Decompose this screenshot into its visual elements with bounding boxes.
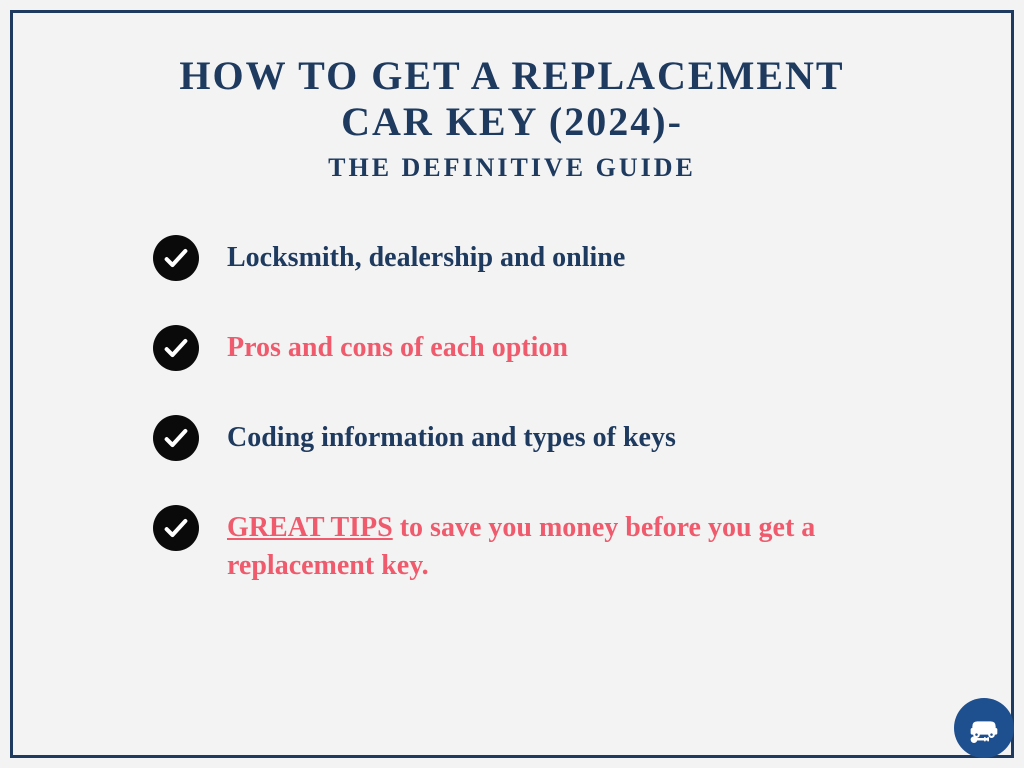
main-title: HOW TO GET A REPLACEMENT CAR KEY (2024)-	[63, 53, 961, 145]
check-icon	[153, 505, 199, 551]
bullet-list: Locksmith, dealership and online Pros an…	[63, 233, 961, 585]
check-icon	[153, 235, 199, 281]
bullet-text: GREAT TIPS to save you money before you …	[227, 503, 921, 585]
subtitle: THE DEFINITIVE GUIDE	[63, 153, 961, 183]
list-item: Pros and cons of each option	[153, 323, 921, 371]
emphasis-text: GREAT TIPS	[227, 512, 393, 543]
check-icon	[153, 415, 199, 461]
list-item: Locksmith, dealership and online	[153, 233, 921, 281]
title-block: HOW TO GET A REPLACEMENT CAR KEY (2024)-…	[63, 53, 961, 183]
bullet-text: Coding information and types of keys	[227, 413, 676, 457]
list-item: Coding information and types of keys	[153, 413, 921, 461]
car-key-icon	[964, 708, 1004, 748]
list-item: GREAT TIPS to save you money before you …	[153, 503, 921, 585]
infographic-frame: HOW TO GET A REPLACEMENT CAR KEY (2024)-…	[10, 10, 1014, 758]
title-line-2: CAR KEY (2024)-	[341, 99, 683, 144]
logo-badge	[954, 698, 1014, 758]
bullet-text: Locksmith, dealership and online	[227, 233, 625, 277]
bullet-text: Pros and cons of each option	[227, 323, 568, 367]
title-line-1: HOW TO GET A REPLACEMENT	[179, 53, 844, 98]
check-icon	[153, 325, 199, 371]
